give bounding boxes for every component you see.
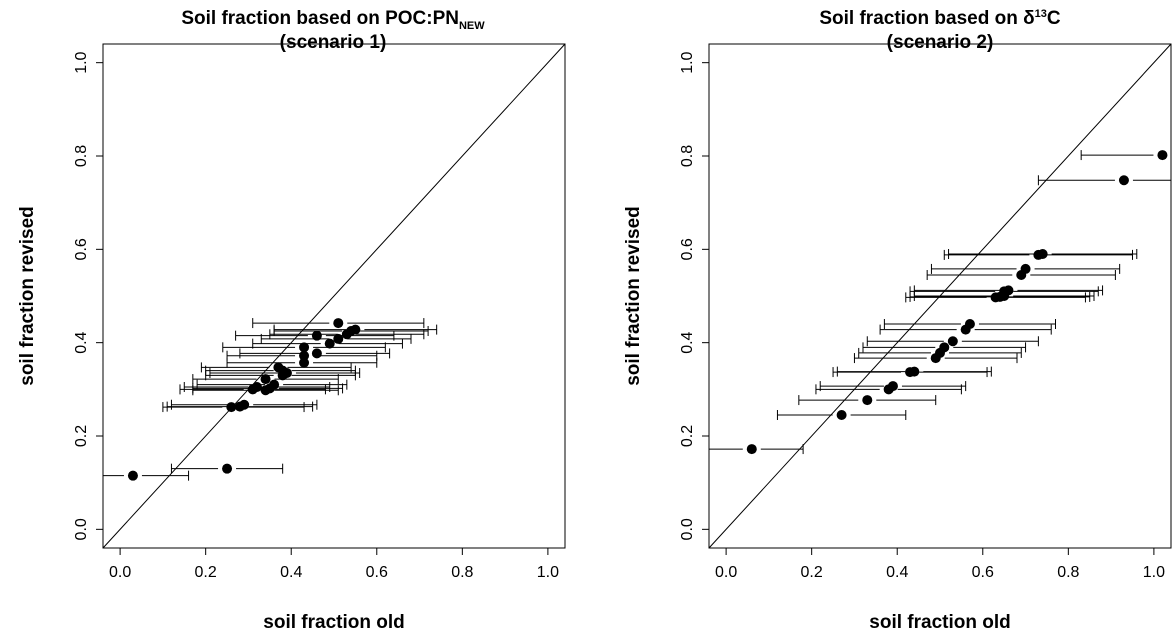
data-layer [709,150,1171,455]
y-axis-label: soil fraction revised [623,206,644,386]
x-tick-label: 0.0 [715,564,737,581]
data-point [887,381,898,392]
data-point [1118,175,1129,186]
data-point [1157,150,1168,161]
data-point [311,348,322,359]
data-point [222,463,233,474]
chart-title-line2: (scenario 2) [887,32,994,53]
chart-title-line1: Soil fraction based on δ13C [819,8,1061,29]
x-axis-label: soil fraction old [869,612,1010,633]
plot-frame [708,43,1172,549]
data-point [1037,249,1048,259]
y-tick-label: 1.0 [679,51,696,73]
data-point [1020,263,1031,274]
y-tick-label: 0.0 [679,518,696,540]
y-tick-label: 0.6 [679,238,696,260]
x-axis-label: soil fraction old [263,612,404,633]
y-tick-label: 0.8 [679,145,696,167]
data-point [1003,285,1014,296]
chart-panel-1: 0.0 0.2 0.4 0.6 0.8 1.0 0.0 0.2 0.4 0.6 0.8 1.0 soil… [17,8,566,633]
data-point [333,333,344,344]
data-point [299,357,310,368]
x-tick-label: 0.4 [280,564,302,581]
x-tick-label: 1.0 [1143,564,1165,581]
data-point [333,318,344,329]
y-tick-label: 0.2 [679,425,696,447]
data-point [324,338,335,349]
data-point [260,374,271,385]
data-point [964,319,975,329]
y-tick-label: 0.4 [679,331,696,353]
data-point [269,379,280,390]
data-point [127,470,138,481]
title-subscript: NEW [459,20,485,32]
data-point [277,365,288,376]
data-point [311,330,322,341]
data-point [836,410,847,420]
y-tick-label: 0.4 [73,331,90,353]
title-superscript: 13 [1035,8,1047,20]
x-tick-label: 0.0 [109,564,131,581]
data-point [939,342,950,353]
x-tick-label: 0.2 [195,564,217,581]
one-to-one-line [102,43,566,549]
data-point [862,395,873,406]
x-tick-label: 0.6 [972,564,994,581]
title-after-text: C [1047,8,1061,29]
title-main-text: Soil fraction based on δ [819,8,1034,29]
x-tick-label: 0.6 [366,564,388,581]
plot-frame [102,43,566,549]
data-point [746,444,757,455]
data-point [350,324,361,335]
x-tick-label: 0.4 [886,564,908,581]
x-tick-label: 0.8 [451,564,473,581]
chart-title-line2: (scenario 1) [280,32,387,53]
x-tick-label: 0.2 [801,564,823,581]
x-tick-label: 0.8 [1057,564,1079,581]
chart-panel-2: 0.0 0.2 0.4 0.6 0.8 1.0 0.0 0.2 0.4 0.6 0.8 1.0 soil… [623,8,1172,633]
data-point [947,336,958,347]
data-layer [103,318,438,481]
y-tick-label: 0.6 [73,238,90,260]
y-axis-label: soil fraction revised [17,206,38,386]
title-main-text: Soil fraction based on POC:PN [181,8,459,29]
y-tick-label: 0.2 [73,425,90,447]
y-tick-label: 1.0 [73,51,90,73]
chart-title-line1: Soil fraction based on POC:PNNEW [181,8,485,32]
data-point [299,342,310,353]
x-tick-label: 1.0 [537,564,559,581]
y-tick-label: 0.0 [73,518,90,540]
y-tick-label: 0.8 [73,145,90,167]
data-point [239,399,250,410]
data-point [909,366,920,377]
